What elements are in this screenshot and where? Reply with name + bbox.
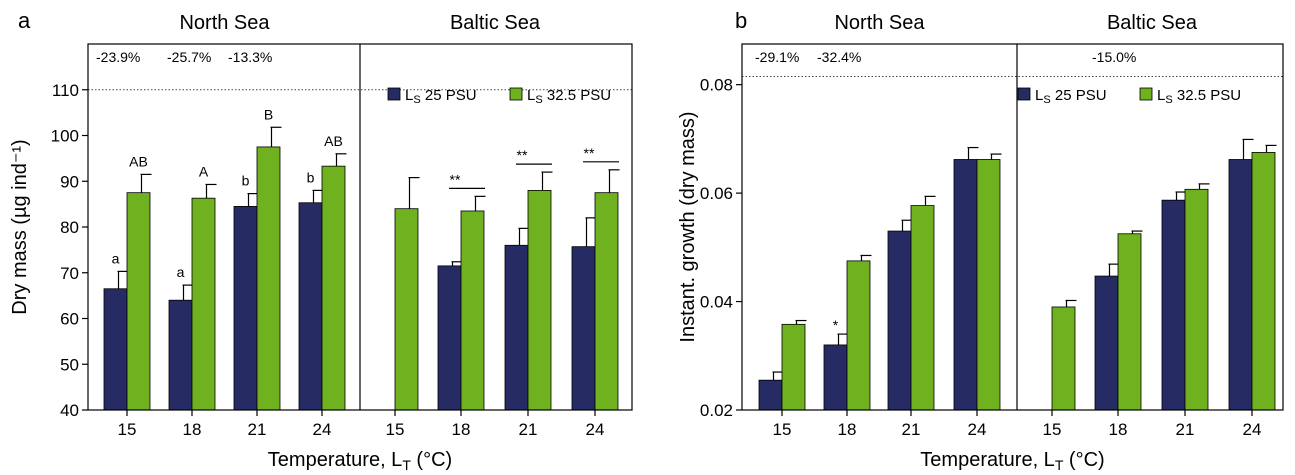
x-tick-label: 18 <box>838 420 857 439</box>
percent-difference: -13.3% <box>228 49 272 65</box>
x-axis-label: Temperature, LT (°C) <box>920 449 1104 473</box>
panel-a: a North Sea Baltic Sea 40 50 60 70 80 90 100 110 Dr… <box>9 8 633 473</box>
bar <box>256 146 281 411</box>
legend-label: LS 32.5 PSU <box>1157 87 1241 106</box>
legend-label: LS 32.5 PSU <box>527 87 611 106</box>
bar <box>298 202 323 411</box>
y-tick-label: 110 <box>52 81 79 100</box>
bar <box>781 323 806 411</box>
panel-letter: b <box>735 8 747 33</box>
bar <box>437 265 462 411</box>
x-tick-label: 21 <box>902 420 921 439</box>
bar <box>1251 152 1276 411</box>
group-letter: AB <box>324 133 343 149</box>
y-axis-label: Dry mass (µg ind⁻¹) <box>9 139 31 314</box>
bar <box>191 197 216 411</box>
group-letter: A <box>199 163 209 179</box>
percent-difference: -15.0% <box>1092 49 1136 65</box>
x-tick-label: 15 <box>118 420 137 439</box>
significance-marker: * <box>833 317 839 333</box>
bar <box>887 230 912 411</box>
y-tick-label: 0.02 <box>700 401 733 420</box>
x-tick-label: 18 <box>1109 420 1128 439</box>
region-title: Baltic Sea <box>450 12 541 34</box>
bar <box>460 210 485 411</box>
bar <box>571 246 596 411</box>
bar <box>394 208 419 411</box>
y-tick-label: 0.08 <box>700 76 733 95</box>
bar <box>823 344 848 411</box>
y-tick-label: 0.04 <box>700 293 733 312</box>
x-tick-label: 24 <box>1243 420 1262 439</box>
y-tick-label: 100 <box>51 127 79 146</box>
bar <box>1094 275 1119 411</box>
bar <box>910 205 935 411</box>
percent-difference: -32.4% <box>817 49 861 65</box>
legend-swatch <box>1017 87 1031 101</box>
legend-label: LS 25 PSU <box>405 87 477 106</box>
legend-swatch <box>509 87 523 101</box>
bar <box>758 379 783 411</box>
y-tick-label: 70 <box>60 264 79 283</box>
legend-swatch <box>1139 87 1153 101</box>
bar <box>1117 233 1142 411</box>
bar <box>168 299 193 411</box>
group-letter: a <box>112 250 120 266</box>
y-tick-label: 60 <box>60 310 79 329</box>
percent-difference: -29.1% <box>755 49 799 65</box>
bar <box>1184 188 1209 411</box>
y-tick-label: 40 <box>60 401 79 420</box>
x-tick-label: 21 <box>519 420 538 439</box>
legend-label: LS 25 PSU <box>1035 87 1107 106</box>
significance-marker: ** <box>517 147 528 163</box>
percent-difference: -25.7% <box>167 49 211 65</box>
plot-frame <box>741 43 1284 411</box>
y-tick-label: 90 <box>60 172 79 191</box>
x-tick-label: 15 <box>386 420 405 439</box>
bar <box>321 165 346 411</box>
bar <box>594 192 619 411</box>
group-letter: AB <box>129 153 148 169</box>
y-tick-label: 80 <box>60 218 79 237</box>
bar <box>1161 199 1186 411</box>
x-tick-label: 21 <box>1176 420 1195 439</box>
bar <box>976 159 1001 411</box>
panel-b: b North Sea Baltic Sea 0.02 0.04 0.06 0.08Inst… <box>677 8 1284 473</box>
bar <box>126 192 151 411</box>
bar <box>504 244 529 411</box>
x-tick-label: 15 <box>773 420 792 439</box>
x-tick-label: 18 <box>183 420 202 439</box>
group-letter: a <box>177 264 185 280</box>
y-axis-label: Instant. growth (dry mass) <box>677 111 699 342</box>
x-tick-label: 24 <box>586 420 605 439</box>
x-tick-label: 15 <box>1043 420 1062 439</box>
region-title: North Sea <box>179 12 270 34</box>
x-tick-label: 18 <box>452 420 471 439</box>
bar <box>233 206 258 411</box>
percent-difference: -23.9% <box>96 49 140 65</box>
bar <box>953 159 978 411</box>
bar <box>527 189 552 411</box>
x-tick-label: 24 <box>968 420 987 439</box>
significance-marker: ** <box>450 171 461 187</box>
region-title: North Sea <box>834 12 925 34</box>
group-letter: b <box>307 169 315 185</box>
y-tick-label: 0.06 <box>700 184 733 203</box>
y-tick-label: 50 <box>60 355 79 374</box>
x-tick-label: 21 <box>248 420 267 439</box>
x-axis-label: Temperature, LT (°C) <box>268 449 452 473</box>
x-tick-label: 24 <box>313 420 332 439</box>
panel-letter: a <box>18 8 31 33</box>
region-title: Baltic Sea <box>1107 12 1198 34</box>
bar <box>1228 159 1253 411</box>
bar <box>1051 306 1076 411</box>
bar <box>846 260 871 411</box>
group-letter: b <box>242 173 250 189</box>
bar <box>103 288 128 411</box>
legend-swatch <box>387 87 401 101</box>
group-letter: B <box>264 106 273 122</box>
significance-marker: ** <box>584 145 595 161</box>
